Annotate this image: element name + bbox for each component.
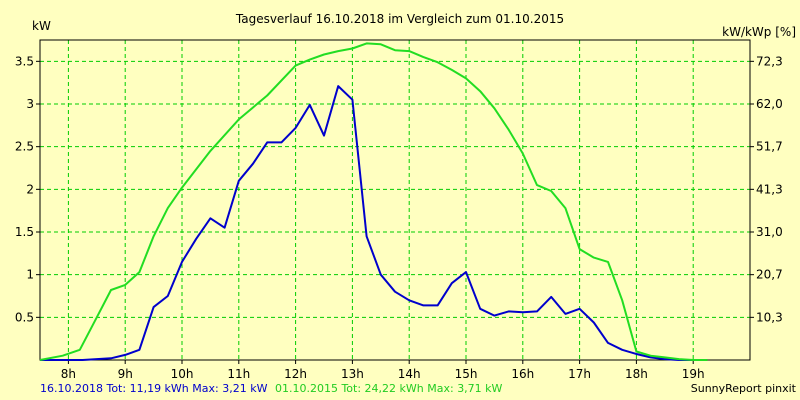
x-tick-label: 16h (511, 367, 534, 381)
x-tick-label: 19h (682, 367, 705, 381)
x-tick-label: 10h (171, 367, 194, 381)
y-tick-label-left: 3 (26, 97, 34, 111)
y-tick-label-left: 1.5 (15, 225, 34, 239)
y-tick-label-right: 41,3 (756, 182, 783, 196)
footer-credit: SunnyReport pinxit (691, 382, 797, 395)
x-tick-label: 18h (625, 367, 648, 381)
y-axis-label-right: kW/kWp [%] (722, 25, 796, 39)
axis-ticks: 8h 9h 10h 11h 12h 13h 14h 15h 16h 17h 18h 19h 0.5 1 1.… (15, 54, 783, 381)
chart-title: Tagesverlauf 16.10.2018 im Vergleich zum… (235, 12, 564, 26)
x-tick-label: 11h (227, 367, 250, 381)
y-tick-label-left: 3.5 (15, 54, 34, 68)
grid (40, 40, 750, 360)
y-tick-label-right: 10,3 (756, 310, 783, 324)
y-tick-label-left: 1 (26, 268, 34, 282)
x-tick-label: 17h (568, 367, 591, 381)
y-tick-label-left: 2.5 (15, 140, 34, 154)
series-group (39, 42, 708, 361)
y-tick-label-left: 0.5 (15, 310, 34, 324)
footer-series-2: 01.10.2015 Tot: 24,22 kWh Max: 3,71 kW (275, 382, 503, 395)
footer-series-1: 16.10.2018 Tot: 11,19 kWh Max: 3,21 kW (40, 382, 268, 395)
series-line-2 (39, 42, 708, 361)
footer-text: 16.10.2018 Tot: 11,19 kWh Max: 3,21 kW 0… (40, 382, 503, 395)
y-tick-label-right: 51,7 (756, 140, 783, 154)
x-tick-label: 8h (61, 367, 76, 381)
y-tick-label-right: 20,7 (756, 268, 783, 282)
y-tick-label-right: 31,0 (756, 225, 783, 239)
y-tick-label-right: 72,3 (756, 54, 783, 68)
series-line-1 (40, 85, 694, 361)
y-tick-label-left: 2 (26, 182, 34, 196)
x-tick-label: 15h (455, 367, 478, 381)
x-tick-label: 12h (284, 367, 307, 381)
x-tick-label: 14h (398, 367, 421, 381)
plot-frame (39, 39, 751, 361)
x-tick-label: 13h (341, 367, 364, 381)
y-axis-label-left: kW (32, 19, 51, 33)
y-tick-label-right: 62,0 (756, 97, 783, 111)
x-tick-label: 9h (118, 367, 133, 381)
